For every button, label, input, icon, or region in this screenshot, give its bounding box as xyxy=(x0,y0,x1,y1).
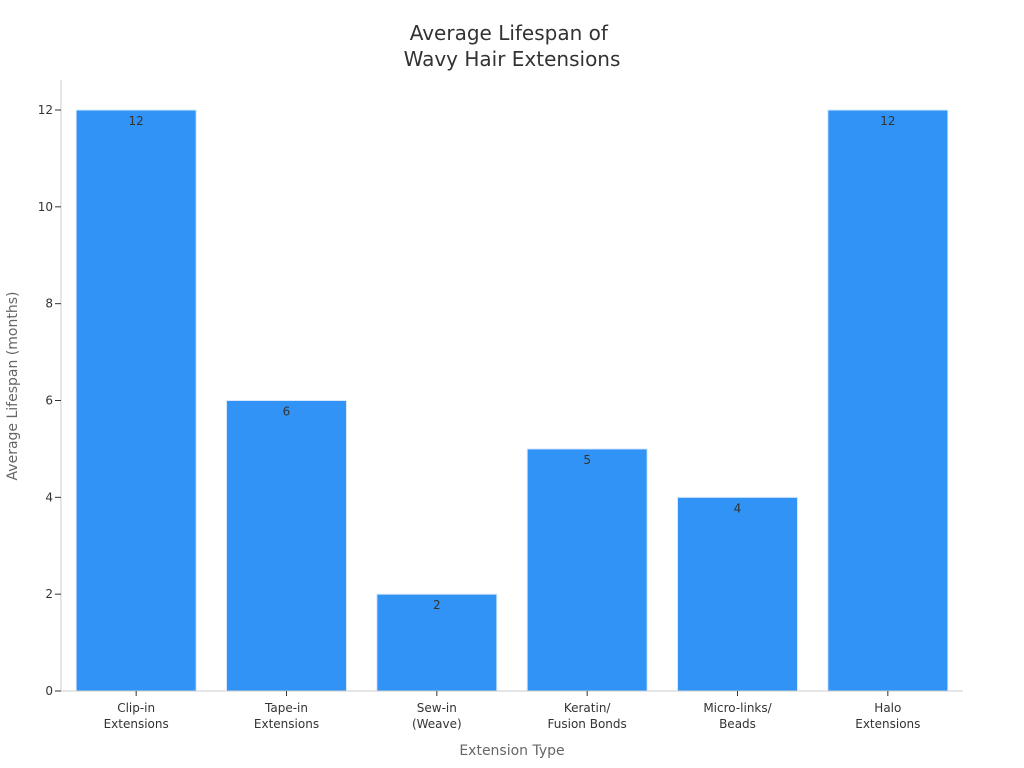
x-tick-label-5: Halo Extensions xyxy=(855,701,920,731)
chart-title-line-2: Wavy Hair Extensions xyxy=(404,47,621,71)
x-tick-label-0-line-1: Extensions xyxy=(104,717,169,731)
data-label-2: 2 xyxy=(433,598,441,612)
bar-5 xyxy=(827,109,949,692)
x-tick-label-1-line-1: Extensions xyxy=(254,717,319,731)
x-tick-label-2: Sew-in (Weave) xyxy=(412,701,462,731)
x-tick-label-0-line-0: Clip-in xyxy=(117,701,155,715)
y-tick-label-0: 0 xyxy=(45,684,53,698)
bar-0 xyxy=(75,109,197,692)
data-labels-group: 12 6 2 5 4 12 xyxy=(129,114,896,612)
x-tick-label-4-line-0: Micro-links/ xyxy=(703,701,772,715)
y-axis-ticks: 0 2 4 6 8 10 12 xyxy=(38,103,61,698)
bar-1 xyxy=(226,400,347,692)
bar-4 xyxy=(677,496,798,692)
x-tick-label-5-line-1: Extensions xyxy=(855,717,920,731)
x-tick-label-2-line-0: Sew-in xyxy=(417,701,457,715)
bars-group xyxy=(75,109,949,692)
x-tick-label-3-line-0: Keratin/ xyxy=(564,701,612,715)
data-label-3: 5 xyxy=(583,453,591,467)
x-tick-label-3: Keratin/Fusion Bonds xyxy=(548,701,627,731)
y-tick-label-1: 2 xyxy=(45,587,53,601)
x-tick-label-1-line-0: Tape-in xyxy=(264,701,308,715)
data-label-4: 4 xyxy=(734,501,742,515)
x-tick-label-4: Micro-links/Beads xyxy=(703,701,772,731)
y-axis-title: Average Lifespan (months) xyxy=(5,292,21,481)
bar-2 xyxy=(376,593,498,692)
data-label-0: 12 xyxy=(129,114,144,128)
x-tick-label-3-line-1: Fusion Bonds xyxy=(548,717,627,731)
data-label-5: 12 xyxy=(880,114,895,128)
x-axis-ticks: Clip-in Extensions Tape-in Extensions Sew-in… xyxy=(104,691,920,731)
x-tick-label-2-line-1: (Weave) xyxy=(412,717,462,731)
x-axis-title: Extension Type xyxy=(459,743,564,759)
chart-title-line-1: Average Lifespan of xyxy=(410,21,609,45)
y-tick-label-6: 12 xyxy=(38,103,53,117)
data-label-1: 6 xyxy=(283,405,291,419)
y-tick-label-5: 10 xyxy=(38,200,53,214)
y-tick-label-3: 6 xyxy=(45,394,53,408)
chart-title: Average Lifespan of Wavy Hair Extensions xyxy=(404,21,621,71)
y-tick-label-4: 8 xyxy=(45,297,53,311)
x-tick-label-4-line-1: Beads xyxy=(719,717,756,731)
y-tick-label-2: 4 xyxy=(45,490,53,504)
x-tick-label-5-line-0: Halo xyxy=(874,701,901,715)
x-tick-label-0: Clip-in Extensions xyxy=(104,701,169,731)
bar-3 xyxy=(526,448,648,692)
x-tick-label-1: Tape-in Extensions xyxy=(254,701,319,731)
